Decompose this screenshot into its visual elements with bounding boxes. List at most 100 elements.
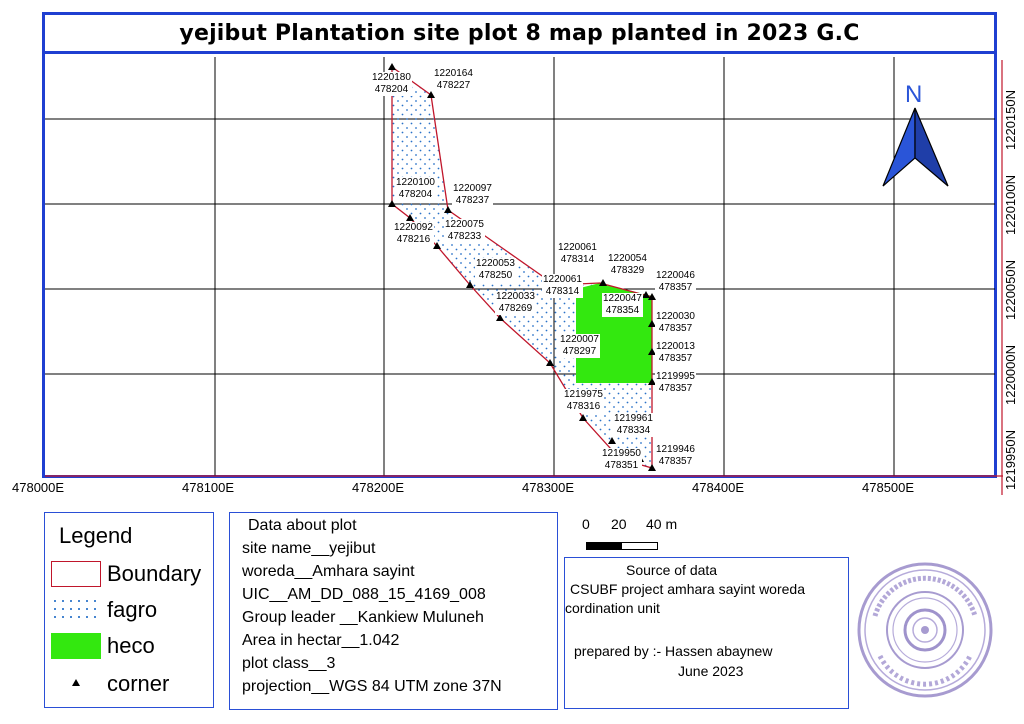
corner-coordinate-label: 1220164 478227	[433, 68, 474, 92]
corner-northing: 1220061	[558, 242, 597, 253]
plot-data-line: site name__yejibut	[242, 540, 376, 557]
legend-item-boundary: Boundary	[51, 561, 211, 589]
corner-coordinate-label: 1220007 478297	[559, 334, 600, 358]
corner-coordinate-label: 1219995 478357	[655, 371, 696, 395]
scale-tick-label: 40 m	[646, 516, 678, 532]
corner-marker	[648, 348, 656, 355]
corner-northing: 1220033	[496, 291, 535, 302]
map-title-box: yejibut Plantation site plot 8 map plant…	[42, 12, 997, 54]
corner-marker	[648, 320, 656, 327]
source-line: CSUBF project amhara sayint woreda	[570, 581, 805, 597]
corner-northing: 1220007	[560, 334, 599, 345]
plot-data-line: UIC__AM_DD_088_15_4169_008	[242, 586, 486, 603]
corner-easting: 478269	[498, 303, 533, 314]
corner-northing: 1219950	[602, 448, 641, 459]
corner-easting: 478216	[396, 234, 431, 245]
corner-marker	[648, 293, 656, 300]
legend-label: fagro	[107, 597, 158, 622]
corner-easting: 478314	[560, 254, 595, 265]
plot-data-line: Area in hectar__1.042	[242, 632, 400, 649]
corner-easting: 478204	[374, 84, 409, 95]
x-tick-label: 478300E	[522, 480, 575, 495]
prepared-by: prepared by :- Hassen abaynew	[574, 643, 773, 659]
corner-northing: 1220061	[543, 274, 582, 285]
official-seal-icon	[857, 562, 993, 698]
corner-swatch-icon	[72, 679, 80, 686]
plot-data-line: Group leader __Kankiew Muluneh	[242, 609, 484, 626]
legend-title: Legend	[59, 523, 133, 548]
corner-marker	[388, 63, 396, 70]
source-heading: Source of data	[626, 562, 718, 578]
y-tick-label: 1220000N	[1003, 345, 1018, 405]
corner-easting: 478297	[562, 346, 597, 357]
scale-tick-label: 20	[611, 516, 627, 532]
corner-easting: 478250	[478, 270, 513, 281]
corner-marker	[648, 464, 656, 471]
corner-marker	[599, 279, 607, 286]
corner-northing: 1220097	[453, 183, 492, 194]
corner-coordinate-label: 1220092 478216	[393, 222, 434, 246]
x-tick-label: 478500E	[862, 480, 915, 495]
y-tick-label: 1220100N	[1003, 175, 1018, 235]
corner-coordinate-label: 1220030 478357	[655, 311, 696, 335]
corner-northing: 1220164	[434, 68, 473, 79]
corner-marker	[444, 206, 452, 213]
corner-coordinate-label: 1219946 478357	[655, 444, 696, 468]
x-tick-label: 478400E	[692, 480, 745, 495]
corner-easting: 478233	[447, 231, 482, 242]
plot-data-line: projection__WGS 84 UTM zone 37N	[242, 678, 502, 695]
plot-data-heading: Data about plot	[248, 517, 357, 534]
legend-item-corner: corner	[51, 671, 211, 699]
fagro-swatch	[51, 597, 101, 623]
corner-coordinate-label: 1220054 478329	[607, 253, 648, 277]
corner-northing: 1220180	[372, 72, 411, 83]
corner-northing: 1220030	[656, 311, 695, 322]
corner-northing: 1219995	[656, 371, 695, 382]
corner-easting: 478314	[545, 286, 580, 297]
corner-coordinate-label: 1220033 478269	[495, 291, 536, 315]
scale-bar-graphic	[586, 542, 658, 550]
x-tick-label: 478000E	[12, 480, 65, 495]
corner-northing: 1220054	[608, 253, 647, 264]
y-tick-label: 1220150N	[1003, 90, 1018, 150]
corner-marker	[648, 378, 656, 385]
heco-swatch	[51, 633, 101, 659]
corner-coordinate-label: 1219950 478351	[601, 448, 642, 472]
corner-northing: 1220075	[445, 219, 484, 230]
corner-marker	[642, 291, 650, 298]
north-arrow: N	[882, 81, 949, 187]
y-tick-label: 1220050N	[1003, 260, 1018, 320]
y-tick-label: 1219950N	[1003, 430, 1018, 490]
corner-easting: 478204	[398, 189, 433, 200]
corner-northing: 1220047	[603, 293, 642, 304]
corner-northing: 1219975	[564, 389, 603, 400]
corner-marker	[388, 200, 396, 207]
legend-box: Legend Boundary fagro heco corner	[44, 512, 214, 708]
corner-easting: 478354	[605, 305, 640, 316]
corner-coordinate-label: 1220075 478233	[444, 219, 485, 243]
corner-marker	[608, 437, 616, 444]
plot-data-line: plot class__3	[242, 655, 336, 672]
source-box: Source of data CSUBF project amhara sayi…	[564, 557, 849, 709]
corner-easting: 478351	[604, 460, 639, 471]
corner-marker	[466, 281, 474, 288]
legend-label: heco	[107, 633, 155, 658]
corner-easting: 478316	[566, 401, 601, 412]
x-tick-label: 478200E	[352, 480, 405, 495]
scale-bar: 0 20 40 m	[582, 516, 692, 556]
legend-label: corner	[107, 671, 170, 696]
corner-northing: 1220053	[476, 258, 515, 269]
corner-easting: 478227	[436, 80, 471, 91]
x-tick-label: 478100E	[182, 480, 235, 495]
corner-coordinate-label: 1220047 478354	[602, 293, 643, 317]
y-axis-labels: 1219950N 1220000N 1220050N 1220100N 1220…	[1003, 60, 1021, 490]
corner-easting: 478357	[658, 282, 693, 293]
corner-northing: 1219946	[656, 444, 695, 455]
grid	[45, 57, 995, 476]
corner-coordinate-label: 1220046 478357	[655, 270, 696, 294]
corner-easting: 478237	[455, 195, 490, 206]
map-title: yejibut Plantation site plot 8 map plant…	[179, 20, 860, 46]
corner-marker	[496, 314, 504, 321]
prepared-date: June 2023	[678, 663, 744, 679]
